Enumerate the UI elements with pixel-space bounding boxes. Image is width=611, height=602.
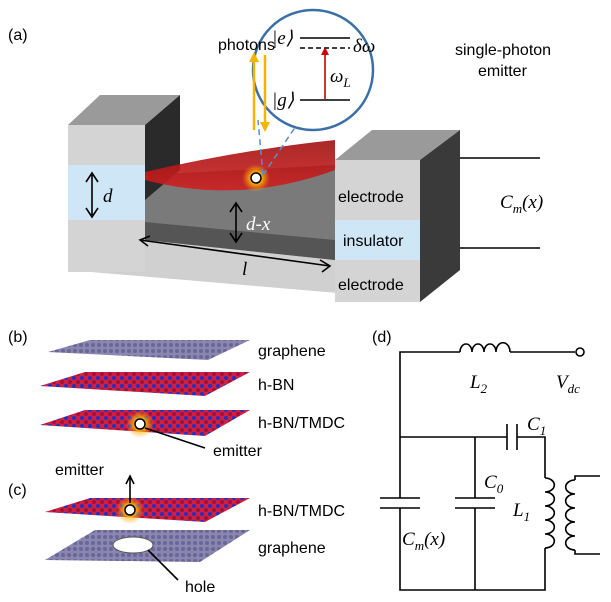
layer-label: graphene [258, 540, 326, 557]
text-part: (x) [424, 529, 445, 550]
capacitor-label: C0 [484, 472, 504, 496]
panel-label: (c) [8, 482, 27, 499]
text-part: L [342, 75, 350, 90]
panel-label: (d) [372, 329, 392, 346]
emitter-label: emitter [55, 462, 105, 479]
inductor-label: L2 [469, 372, 488, 396]
figure: (a) photons |e⟩ δω ωL |g⟩ single-photon … [0, 0, 611, 602]
emitter-label: emitter [478, 63, 528, 80]
text-part: 1 [540, 423, 547, 438]
emitter-label: single-photon [455, 42, 551, 59]
text-part: 0 [497, 481, 504, 496]
text-part: ω [330, 66, 343, 87]
voltage-label: Vdc [556, 372, 580, 396]
layer-label: insulator [343, 233, 404, 250]
photons-label: photons [218, 37, 275, 54]
layer-stack [45, 476, 250, 580]
text-part: L [469, 372, 481, 393]
state-label: |g⟩ [272, 90, 295, 111]
detuning-label: δω [353, 36, 375, 57]
layer-label: electrode [338, 277, 404, 294]
dimension-label: d [103, 186, 113, 207]
text-part: m [415, 538, 424, 553]
emitter-label: emitter [213, 443, 263, 460]
layer-label: graphene [258, 343, 326, 360]
text-part: m [513, 201, 522, 216]
capacitor-label: C1 [527, 414, 546, 438]
layer-label: h-BN [258, 377, 294, 394]
layer-stack [40, 340, 250, 448]
panel-label: (a) [8, 27, 28, 44]
hole-label: hole [185, 579, 215, 596]
inductor-label: L1 [512, 500, 530, 524]
layer-label: h-BN/TMDC [258, 503, 345, 520]
text-part: C [527, 414, 540, 435]
text-part: C [402, 529, 415, 550]
layer-label: h-BN/TMDC [258, 415, 345, 432]
text-part: 1 [524, 509, 531, 524]
state-label: |e⟩ [272, 28, 294, 49]
dimension-label: l [242, 259, 247, 280]
layer-label: electrode [338, 189, 404, 206]
text-part: dc [568, 381, 581, 396]
capacitance-label: Cm(x) [402, 529, 445, 553]
text-part: L [512, 500, 524, 521]
dimension-label: d-x [246, 214, 271, 235]
text-part: C [500, 192, 513, 213]
capacitance-label: Cm(x) [500, 192, 543, 216]
text-part: 2 [481, 381, 488, 396]
text-part: (x) [522, 192, 543, 213]
panel-label: (b) [8, 329, 28, 346]
text-part: C [484, 472, 497, 493]
